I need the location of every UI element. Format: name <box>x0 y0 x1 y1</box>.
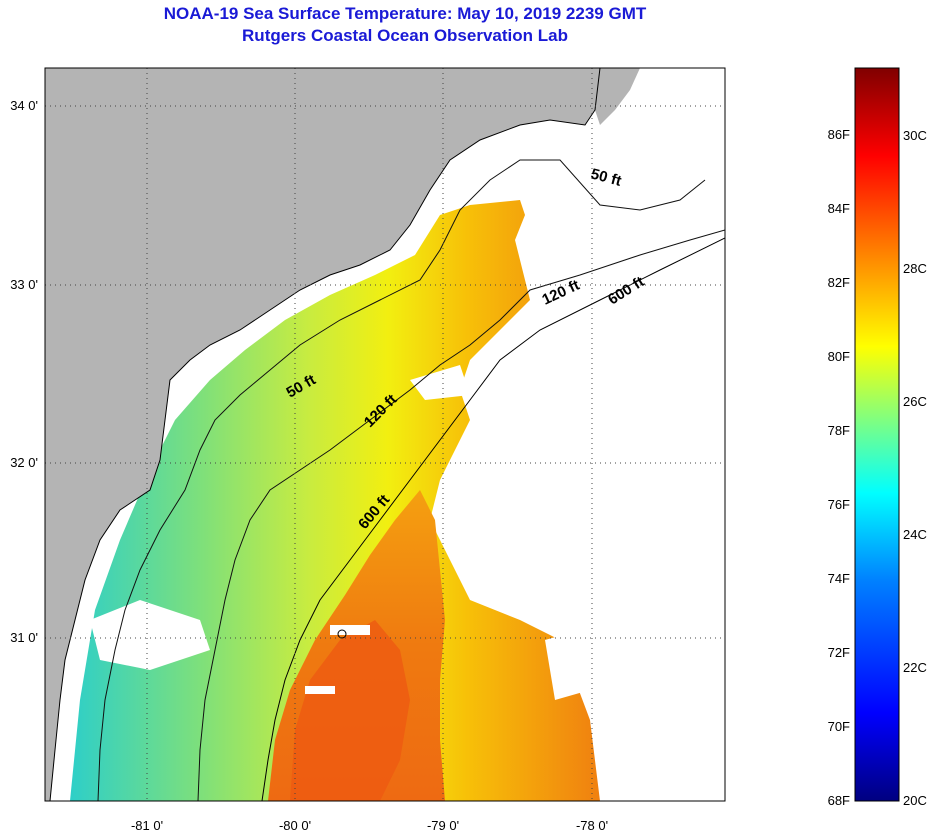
cloud-gap <box>470 380 600 500</box>
cloud-gap <box>545 630 590 700</box>
graticule <box>45 68 725 801</box>
isobath-50ft <box>97 159 706 801</box>
fahrenheit-label: 68F <box>828 793 850 808</box>
celsius-label: 30C <box>903 128 927 143</box>
land-mass <box>45 68 600 801</box>
celsius-label: 22C <box>903 660 927 675</box>
map-subtitle: Rutgers Coastal Ocean Observation Lab <box>242 26 568 45</box>
lat-label: 31 0' <box>10 630 38 645</box>
celsius-label: 24C <box>903 527 927 542</box>
celsius-label: 28C <box>903 261 927 276</box>
fahrenheit-label: 86F <box>828 127 850 142</box>
cloud-gap <box>410 365 470 400</box>
fahrenheit-label: 72F <box>828 645 850 660</box>
fahrenheit-label: 78F <box>828 423 850 438</box>
lat-label: 33 0' <box>10 277 38 292</box>
celsius-label: 26C <box>903 394 927 409</box>
fahrenheit-label: 74F <box>828 571 850 586</box>
station-marker <box>337 629 347 639</box>
warm-core-red <box>290 620 410 801</box>
isobath-120ft <box>197 229 725 801</box>
land-mass <box>595 68 640 125</box>
lat-label: 32 0' <box>10 455 38 470</box>
colorbar-scale <box>854 67 900 802</box>
fahrenheit-label: 76F <box>828 497 850 512</box>
cloud-gap <box>305 686 335 694</box>
cloud-gap <box>330 625 370 635</box>
cloud-gap <box>90 600 210 670</box>
fahrenheit-label: 84F <box>828 201 850 216</box>
fahrenheit-label: 70F <box>828 719 850 734</box>
lon-label: -78 0' <box>576 818 608 832</box>
cloud-gap <box>450 470 600 600</box>
lon-label: -80 0' <box>279 818 311 832</box>
coastline <box>49 68 601 801</box>
map-border <box>44 67 726 802</box>
lat-label: 34 0' <box>10 98 38 113</box>
fahrenheit-label: 80F <box>828 349 850 364</box>
lon-label: -81 0' <box>131 818 163 832</box>
isobath-600ft <box>261 237 725 801</box>
lon-label: -79 0' <box>427 818 459 832</box>
map-title: NOAA-19 Sea Surface Temperature: May 10,… <box>163 4 647 23</box>
celsius-label: 20C <box>903 793 927 808</box>
fahrenheit-label: 82F <box>828 275 850 290</box>
